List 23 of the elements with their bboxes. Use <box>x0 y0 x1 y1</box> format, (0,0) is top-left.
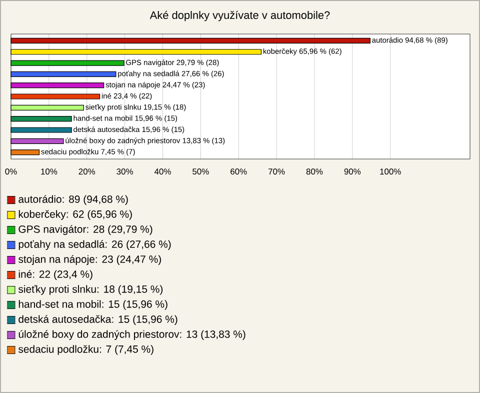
text: sedaciu podložku: 7 (7,45 %) <box>18 345 154 355</box>
text: úložné boxy do zadných priestorov: 13 (13,83 %) <box>18 330 246 340</box>
text: sieťky proti slnku: 18 (19,15 %) <box>18 285 163 295</box>
x-tick-label: 0% <box>5 168 17 175</box>
text: autorádio: 89 (94,68 %) <box>18 195 128 205</box>
text: stojan na nápoje: 23 (24,47 %) <box>18 255 161 265</box>
x-tick-label: 50% <box>192 168 209 175</box>
text: iné: 22 (23,4 %) <box>18 270 92 280</box>
x-tick-label: 30% <box>116 168 133 175</box>
text: detská autosedačka: 15 (15,96 %) <box>18 315 178 325</box>
text: poťahy na sedadlá: 26 (27,66 %) <box>18 240 171 250</box>
x-tick-label: 100% <box>380 168 401 175</box>
x-tick-label: 20% <box>78 168 96 175</box>
chart-title: Aké doplnky využívate v automobile? <box>150 10 330 22</box>
x-tick-label: 10% <box>41 168 58 175</box>
text: hand-set na mobil: 15 (15,96 %) <box>18 300 168 310</box>
x-tick-label: 90% <box>344 168 361 175</box>
x-tick-label: 60% <box>230 168 247 175</box>
text: koberčeky: 62 (65,96 %) <box>18 210 132 220</box>
x-tick-label: 80% <box>306 168 323 175</box>
x-tick-label: 40% <box>154 168 171 175</box>
text: GPS navigátor: 28 (29,79 %) <box>18 225 152 235</box>
x-tick-label: 70% <box>268 168 285 175</box>
